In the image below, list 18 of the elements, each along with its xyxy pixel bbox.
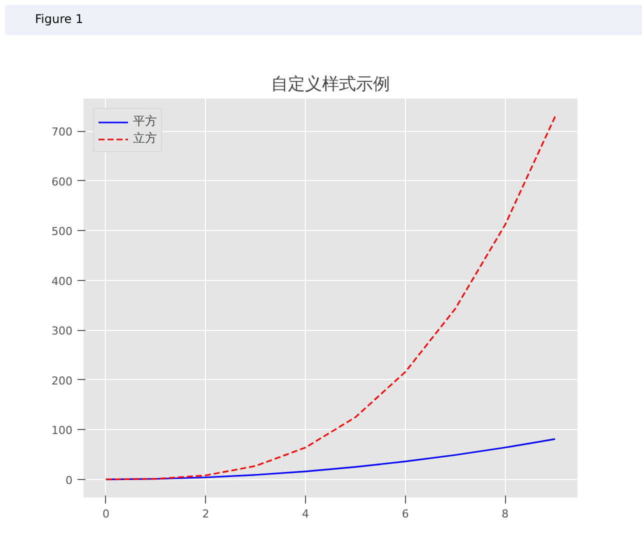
x-tick-label: 6 [402, 508, 409, 520]
y-tick-label: 100 [52, 424, 73, 438]
y-tick-label: 700 [52, 126, 73, 139]
y-tick-label: 0 [66, 474, 72, 487]
x-tick-label: 2 [202, 508, 210, 520]
y-tick-label: 500 [52, 225, 73, 238]
line-series [105, 116, 556, 480]
chart-title: 自定义样式示例 [271, 74, 390, 94]
y-tick-label: 600 [52, 175, 73, 188]
x-tick-label: 8 [502, 508, 509, 520]
y-tick-label: 400 [52, 274, 73, 288]
caption: Figure 1 [35, 11, 84, 28]
legend-label: 平方 [133, 113, 157, 130]
x-tick-label: 0 [102, 508, 110, 520]
y-tick-label: 300 [52, 324, 73, 338]
y-tick-label: 200 [52, 374, 73, 388]
legend-label: 立方 [133, 130, 157, 147]
x-tick-label: 4 [302, 508, 310, 520]
